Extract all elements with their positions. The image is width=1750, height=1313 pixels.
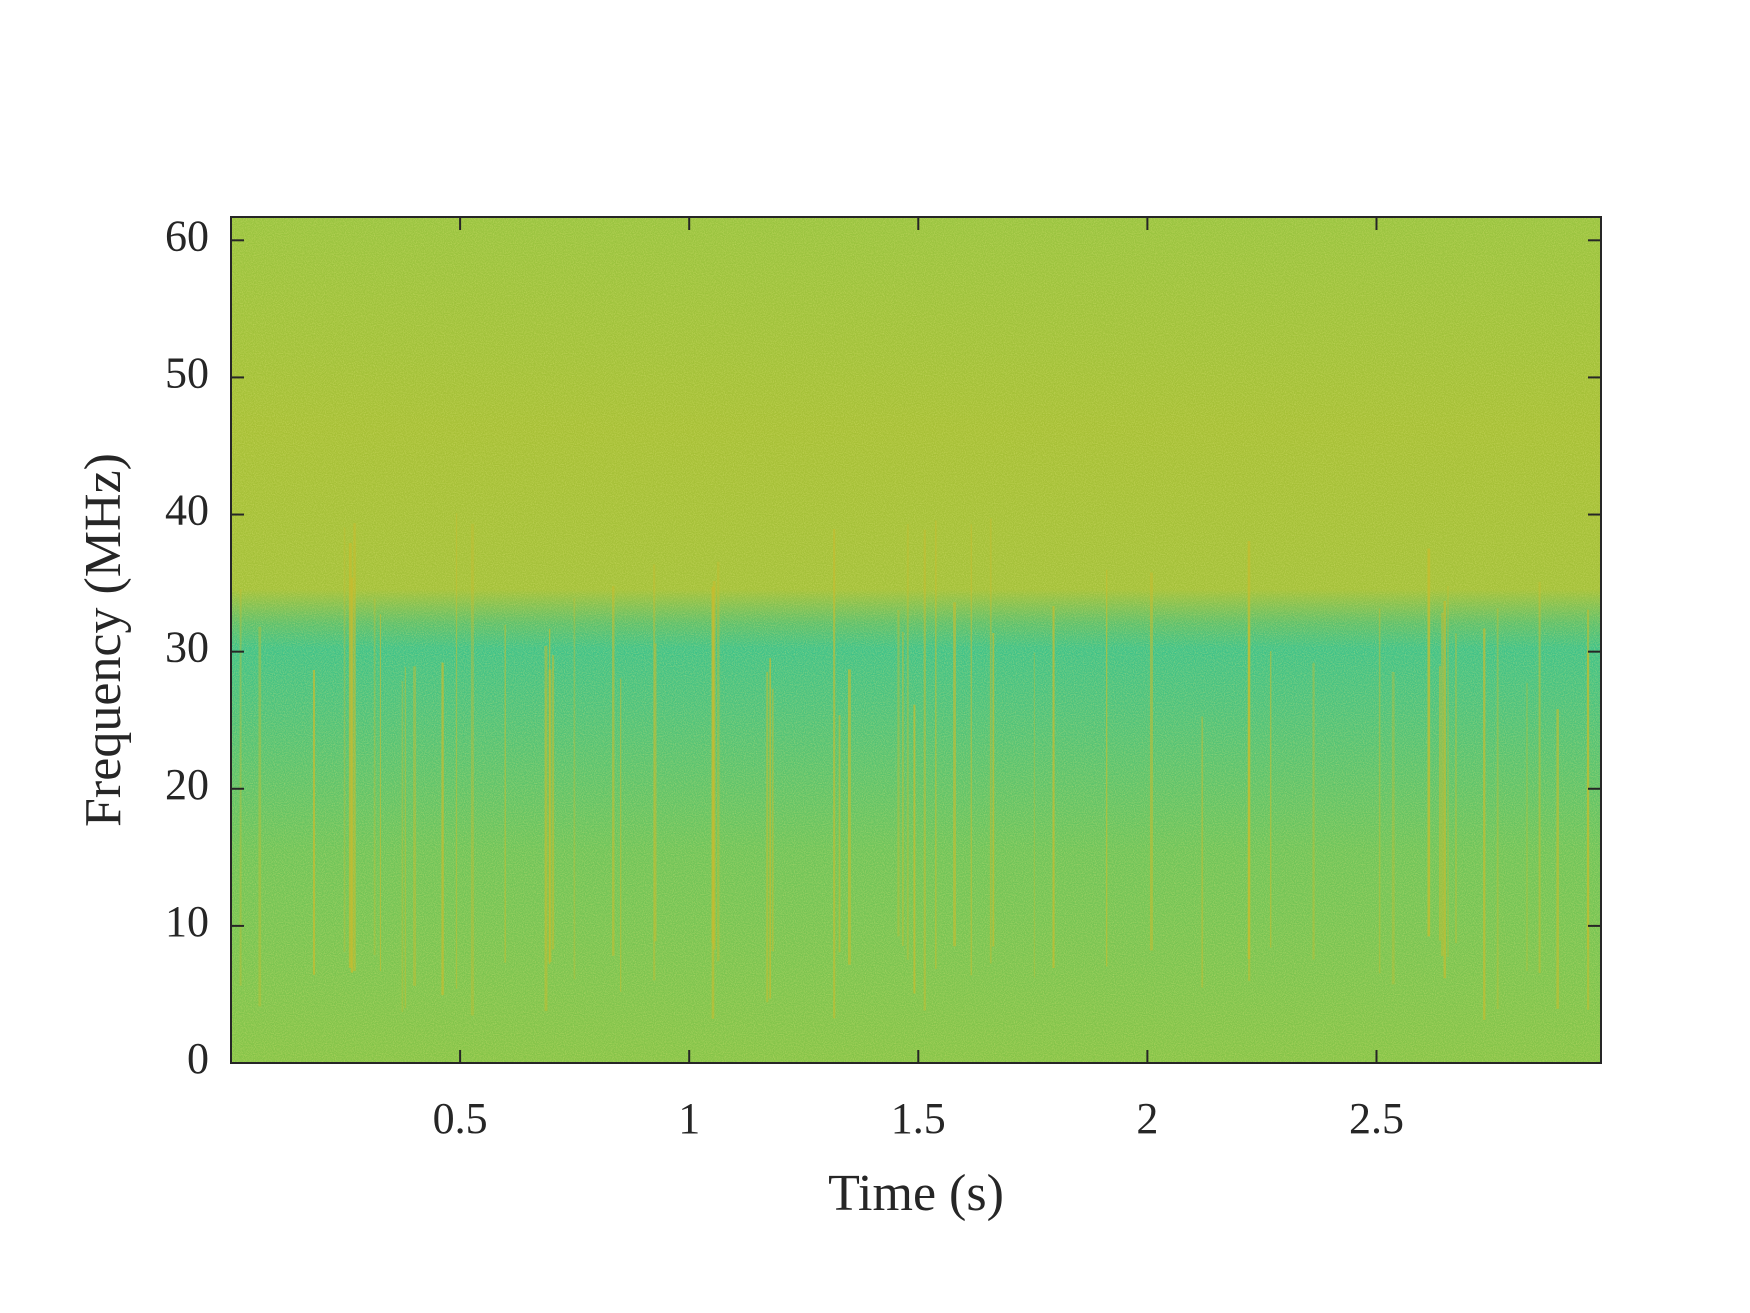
y-tick-label: 10: [165, 897, 209, 946]
y-tick-label: 50: [165, 349, 209, 398]
spectrogram-noise: [231, 217, 1601, 1063]
plot-area: [231, 217, 1601, 1063]
x-tick-label: 1.5: [891, 1094, 946, 1143]
plot-frame: [230, 216, 1602, 1064]
y-axis-label: Frequency (MHz): [75, 453, 132, 827]
x-tick-label: 0.5: [433, 1094, 488, 1143]
y-tick-label: 30: [165, 623, 209, 672]
x-axis-label: Time (s): [828, 1165, 1004, 1222]
y-tick-label: 60: [165, 211, 209, 260]
x-tick-label: 2.5: [1349, 1094, 1404, 1143]
x-tick-label: 2: [1136, 1094, 1158, 1143]
y-tick-label: 40: [165, 486, 209, 535]
y-tick-label: 20: [165, 760, 209, 809]
y-tick-label: 0: [187, 1034, 209, 1083]
x-tick-label: 1: [678, 1094, 700, 1143]
